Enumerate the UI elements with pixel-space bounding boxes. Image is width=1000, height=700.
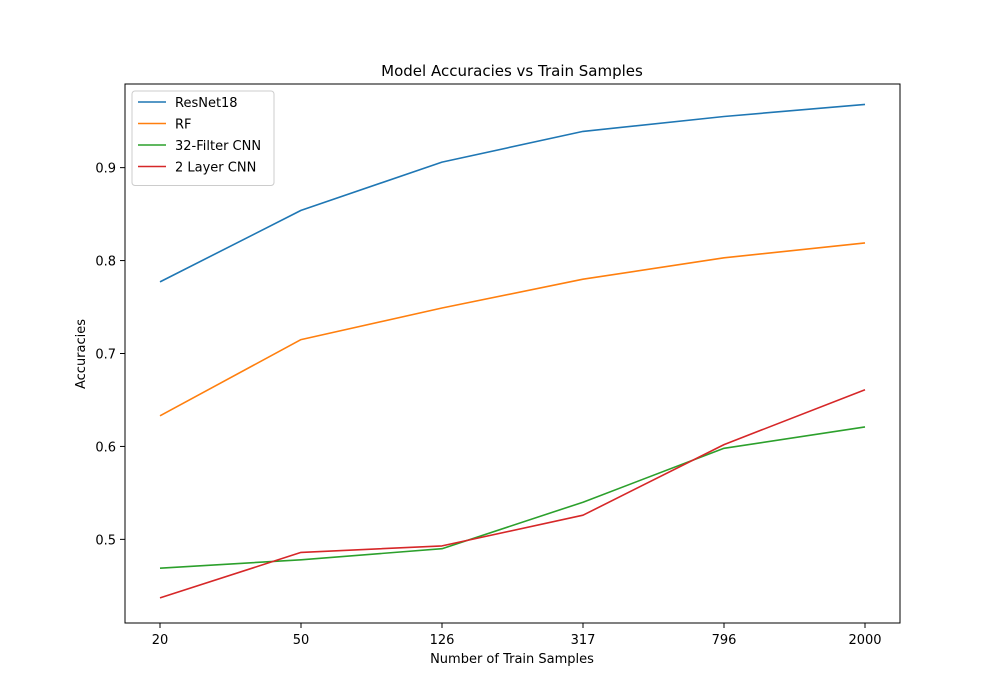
x-tick-label: 20 — [152, 633, 169, 648]
x-axis: 20 50 126 317 796 2000 — [152, 623, 882, 648]
y-tick-label: 0.5 — [95, 533, 116, 548]
y-axis: 0.5 0.6 0.7 0.8 0.9 — [95, 162, 125, 548]
x-tick-label: 50 — [293, 633, 310, 648]
legend-label: RF — [175, 118, 192, 133]
x-axis-label: Number of Train Samples — [430, 652, 594, 667]
y-tick-label: 0.9 — [95, 162, 116, 177]
legend-label: 32-Filter CNN — [175, 139, 261, 154]
x-tick-label: 317 — [571, 633, 596, 648]
legend-label: 2 Layer CNN — [175, 161, 256, 176]
series-line-32-filter-cnn — [159, 426, 866, 569]
legend-box — [131, 90, 275, 186]
x-tick-label: 126 — [430, 633, 455, 648]
series-lines — [159, 103, 866, 599]
series-line-2-layer-cnn — [159, 388, 866, 599]
series-line-resnet18 — [159, 103, 866, 283]
y-tick-label: 0.7 — [95, 348, 116, 363]
series-line-rf — [159, 242, 866, 417]
legend: ResNet18 RF 32-Filter CNN 2 Layer CNN — [131, 90, 275, 186]
x-tick-label: 796 — [712, 633, 737, 648]
chart-title: Model Accuracies vs Train Samples — [381, 62, 643, 80]
y-tick-label: 0.8 — [95, 255, 116, 270]
legend-label: ResNet18 — [175, 96, 238, 111]
x-tick-label: 2000 — [848, 633, 881, 648]
y-axis-label: Accuracies — [74, 319, 89, 389]
y-tick-label: 0.6 — [95, 440, 116, 455]
